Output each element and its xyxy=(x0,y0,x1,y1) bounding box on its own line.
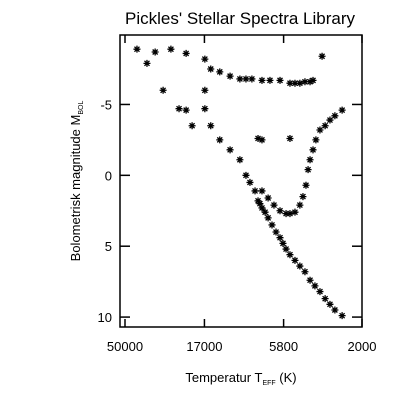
y-axis-label: Bolometrisk magnitude MBOL xyxy=(68,101,85,262)
star-point xyxy=(286,134,294,142)
star-point xyxy=(312,136,320,144)
plot-frame xyxy=(119,34,363,328)
star-point xyxy=(301,268,309,276)
star-point xyxy=(236,75,244,83)
star-point xyxy=(302,181,310,189)
star-point xyxy=(279,239,287,247)
star-point xyxy=(256,200,264,208)
y-tick-label: 10 xyxy=(98,310,112,325)
y-tick-label: 5 xyxy=(105,239,112,254)
star-point xyxy=(331,112,339,120)
star-point xyxy=(316,288,324,296)
x-tick-label: 2000 xyxy=(348,339,377,354)
star-point xyxy=(226,72,234,80)
star-point xyxy=(321,122,329,130)
star-point xyxy=(296,262,304,270)
star-point xyxy=(286,79,294,87)
star-point xyxy=(299,193,307,201)
star-point xyxy=(254,134,262,142)
star-point xyxy=(258,76,266,84)
star-point xyxy=(201,55,209,63)
y-tick-label: 0 xyxy=(105,168,112,183)
star-point xyxy=(251,187,259,195)
star-point xyxy=(338,312,346,320)
star-point xyxy=(182,106,190,114)
star-point xyxy=(254,197,262,205)
star-point xyxy=(338,106,346,114)
star-point xyxy=(167,45,175,53)
star-point xyxy=(301,78,309,86)
star-point xyxy=(309,76,317,84)
star-point xyxy=(306,276,314,284)
star-point xyxy=(258,136,266,144)
star-point xyxy=(311,282,319,290)
star-point xyxy=(264,214,272,222)
star-point xyxy=(321,295,329,303)
star-point xyxy=(331,306,339,314)
star-point xyxy=(318,52,326,60)
star-point xyxy=(291,79,299,87)
star-point xyxy=(133,45,141,53)
x-label-unit: (K) xyxy=(276,370,297,385)
star-point xyxy=(175,105,183,113)
star-point xyxy=(306,156,314,164)
star-point xyxy=(282,210,290,218)
x-label-main: Temperatur T xyxy=(185,370,262,385)
star-point xyxy=(248,75,256,83)
star-point xyxy=(258,187,266,195)
star-point xyxy=(268,221,276,229)
star-point xyxy=(304,166,312,174)
star-point xyxy=(182,49,190,57)
star-point xyxy=(282,245,290,253)
star-point xyxy=(296,201,304,209)
star-point xyxy=(216,136,224,144)
star-point xyxy=(326,116,334,124)
star-point xyxy=(207,122,215,130)
star-point xyxy=(291,208,299,216)
star-point xyxy=(272,228,280,236)
chart-title: Pickles' Stellar Spectra Library xyxy=(125,9,355,28)
star-point xyxy=(226,146,234,154)
star-point xyxy=(246,178,254,186)
star-point xyxy=(216,68,224,76)
star-point xyxy=(276,76,284,84)
x-tick-label: 50000 xyxy=(107,339,143,354)
star-point xyxy=(306,78,314,86)
y-tick-label: -5 xyxy=(100,97,112,112)
star-point xyxy=(266,76,274,84)
star-point xyxy=(242,171,250,179)
star-point xyxy=(242,75,250,83)
star-point xyxy=(276,207,284,215)
star-point xyxy=(316,126,324,134)
star-point xyxy=(286,251,294,259)
y-label-main: Bolometrisk magnitude M xyxy=(68,115,83,262)
star-point xyxy=(201,86,209,94)
star-point xyxy=(264,194,272,202)
star-point xyxy=(201,105,209,113)
star-point xyxy=(276,234,284,242)
star-point xyxy=(309,146,317,154)
star-point xyxy=(188,122,196,130)
star-point xyxy=(270,201,278,209)
star-point xyxy=(258,204,266,212)
star-point xyxy=(261,208,269,216)
x-tick-label: 5800 xyxy=(269,339,298,354)
star-point xyxy=(291,256,299,264)
x-tick-label: 17000 xyxy=(186,339,222,354)
star-point xyxy=(143,59,151,67)
star-point xyxy=(296,79,304,87)
y-label-sub: BOL xyxy=(78,101,85,115)
star-point xyxy=(286,210,294,218)
star-point xyxy=(159,86,167,94)
x-axis-label: Temperatur TEFF (K) xyxy=(185,370,296,387)
x-label-sub: EFF xyxy=(262,380,275,387)
star-point xyxy=(207,65,215,73)
star-point xyxy=(151,48,159,56)
star-point xyxy=(236,156,244,164)
star-point xyxy=(326,300,334,308)
